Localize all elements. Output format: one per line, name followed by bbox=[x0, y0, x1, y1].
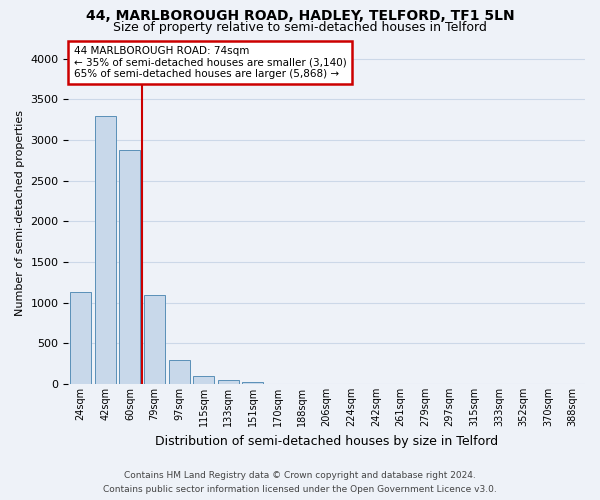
Bar bbox=[193, 376, 214, 384]
Bar bbox=[144, 294, 165, 384]
Text: 44, MARLBOROUGH ROAD, HADLEY, TELFORD, TF1 5LN: 44, MARLBOROUGH ROAD, HADLEY, TELFORD, T… bbox=[86, 9, 514, 23]
Bar bbox=[95, 116, 116, 384]
Bar bbox=[119, 150, 140, 384]
Bar bbox=[242, 382, 263, 384]
Text: Contains HM Land Registry data © Crown copyright and database right 2024.
Contai: Contains HM Land Registry data © Crown c… bbox=[103, 472, 497, 494]
Bar bbox=[169, 360, 190, 384]
Text: 44 MARLBOROUGH ROAD: 74sqm
← 35% of semi-detached houses are smaller (3,140)
65%: 44 MARLBOROUGH ROAD: 74sqm ← 35% of semi… bbox=[74, 46, 346, 79]
Bar bbox=[70, 292, 91, 384]
Bar bbox=[218, 380, 239, 384]
Text: Size of property relative to semi-detached houses in Telford: Size of property relative to semi-detach… bbox=[113, 21, 487, 34]
X-axis label: Distribution of semi-detached houses by size in Telford: Distribution of semi-detached houses by … bbox=[155, 434, 498, 448]
Y-axis label: Number of semi-detached properties: Number of semi-detached properties bbox=[15, 110, 25, 316]
